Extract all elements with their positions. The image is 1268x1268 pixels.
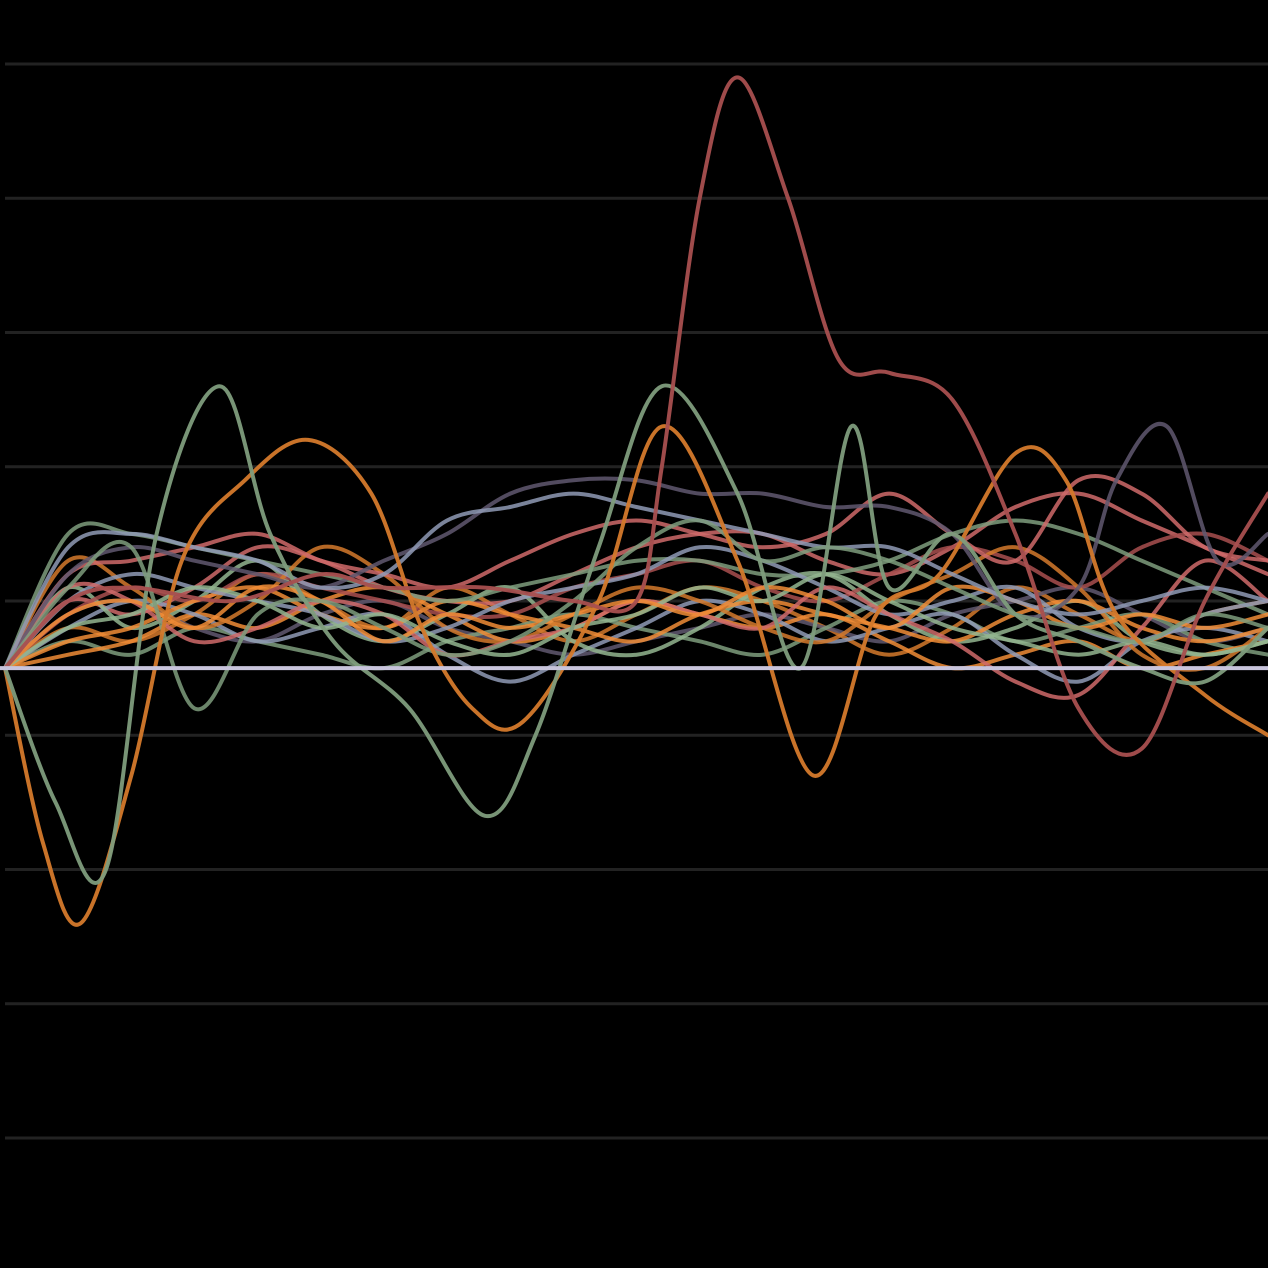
series-line [3, 544, 1268, 671]
series-line [3, 585, 1268, 671]
series-line [3, 474, 1268, 671]
series-line [3, 383, 1268, 885]
series-line [3, 598, 1268, 684]
series-line [3, 572, 1268, 671]
series-lines [3, 75, 1268, 927]
series-line [3, 422, 1268, 671]
series-line [3, 75, 1268, 757]
